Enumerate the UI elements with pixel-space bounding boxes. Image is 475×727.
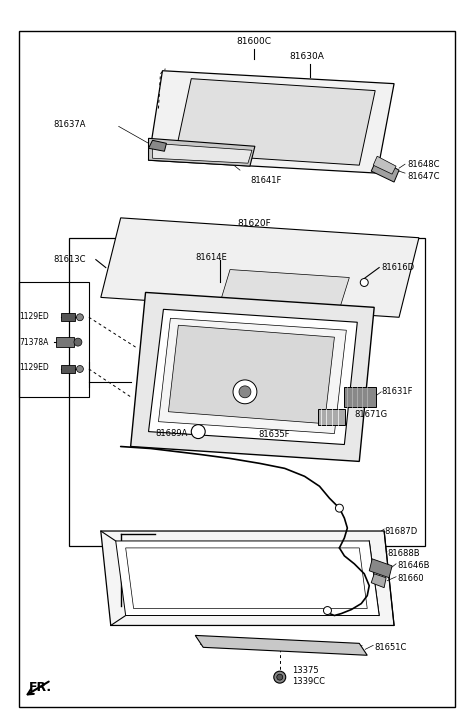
Polygon shape	[101, 531, 394, 625]
Polygon shape	[149, 309, 357, 444]
Polygon shape	[149, 71, 394, 173]
Polygon shape	[159, 318, 346, 433]
Polygon shape	[195, 635, 367, 655]
Polygon shape	[61, 365, 75, 373]
Circle shape	[76, 314, 84, 321]
Circle shape	[277, 674, 283, 680]
Text: 81647C: 81647C	[407, 172, 439, 180]
Polygon shape	[317, 409, 345, 425]
Polygon shape	[369, 559, 392, 578]
Polygon shape	[101, 218, 419, 317]
Text: 81660: 81660	[397, 574, 424, 583]
Circle shape	[233, 380, 257, 403]
Polygon shape	[175, 79, 375, 165]
Circle shape	[191, 425, 205, 438]
Text: 81687D: 81687D	[384, 526, 418, 536]
Text: 81671G: 81671G	[354, 410, 388, 419]
Polygon shape	[149, 140, 166, 151]
Circle shape	[239, 386, 251, 398]
Text: 81641F: 81641F	[250, 176, 281, 185]
Circle shape	[74, 338, 82, 346]
Text: 81616D: 81616D	[381, 263, 414, 272]
Polygon shape	[371, 158, 399, 182]
Text: 81620F: 81620F	[237, 220, 271, 228]
Text: 81613C: 81613C	[53, 255, 86, 264]
Bar	[69, 238, 425, 546]
Text: 81635F: 81635F	[258, 430, 289, 439]
Polygon shape	[149, 138, 255, 166]
Text: 81637A: 81637A	[53, 120, 86, 129]
Circle shape	[274, 671, 286, 683]
Text: 81648C: 81648C	[407, 160, 439, 169]
Text: 81646B: 81646B	[397, 561, 429, 570]
Text: 81600C: 81600C	[237, 37, 271, 47]
Polygon shape	[56, 337, 74, 347]
Text: 81688B: 81688B	[387, 550, 420, 558]
Polygon shape	[131, 292, 374, 462]
Text: 81651C: 81651C	[374, 643, 407, 652]
Circle shape	[335, 504, 343, 512]
Polygon shape	[371, 574, 386, 587]
Text: 81630A: 81630A	[290, 52, 324, 61]
Polygon shape	[61, 313, 75, 321]
Text: 81689A: 81689A	[155, 429, 188, 438]
Text: 1129ED: 1129ED	[19, 364, 49, 372]
Circle shape	[360, 278, 368, 286]
Polygon shape	[344, 387, 376, 406]
Text: 81614E: 81614E	[195, 253, 227, 262]
Circle shape	[323, 606, 332, 614]
Polygon shape	[169, 325, 334, 424]
Bar	[19, 283, 89, 397]
Text: 1339CC: 1339CC	[292, 677, 325, 686]
Text: 1129ED: 1129ED	[19, 312, 49, 321]
Circle shape	[76, 366, 84, 372]
Polygon shape	[116, 541, 379, 616]
Text: 71378A: 71378A	[19, 337, 48, 347]
Text: 81631F: 81631F	[381, 387, 413, 396]
Polygon shape	[152, 143, 252, 163]
Polygon shape	[220, 270, 349, 309]
Polygon shape	[373, 156, 396, 174]
Text: FR.: FR.	[29, 680, 52, 694]
Text: 13375: 13375	[292, 666, 318, 675]
